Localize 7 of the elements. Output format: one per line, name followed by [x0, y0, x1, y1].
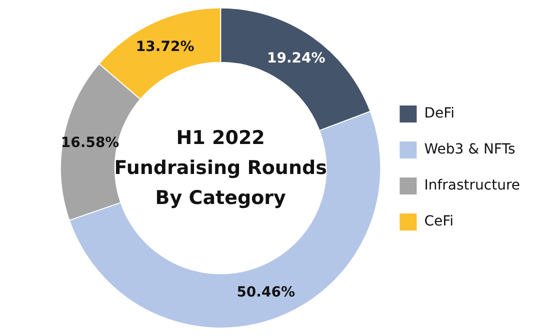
legend-label: CeFi	[424, 214, 454, 230]
legend-label: Infrastructure	[424, 178, 520, 194]
data-label: 13.72%	[136, 38, 194, 55]
legend-label: Web3 & NFTs	[424, 142, 516, 158]
legend-label: DeFi	[424, 106, 455, 122]
data-label: 50.46%	[236, 284, 296, 301]
data-label: 19.24%	[266, 50, 326, 66]
